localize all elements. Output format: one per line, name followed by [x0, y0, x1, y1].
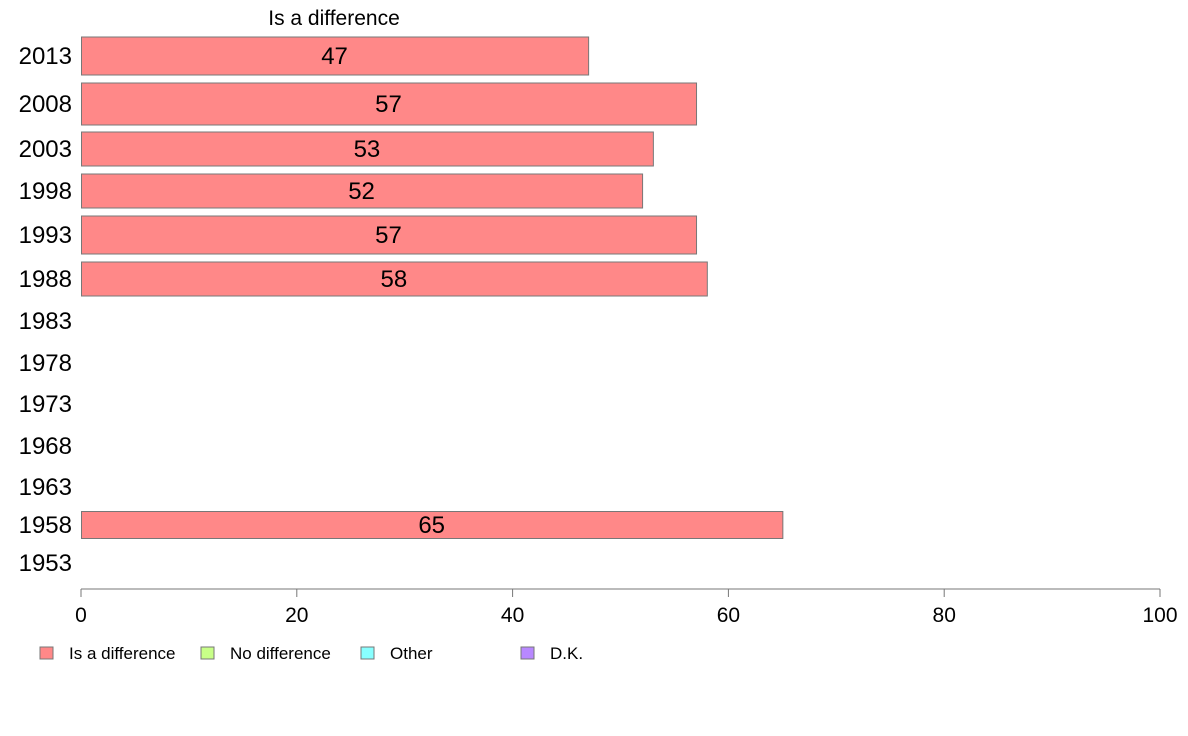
bar-2003	[81, 131, 654, 167]
legend-swatch	[360, 646, 375, 660]
bar-value-label-1993: 57	[375, 222, 402, 249]
bar-1993	[81, 215, 698, 255]
category-label-2013: 2013	[19, 43, 72, 70]
bar-value-label-2013: 47	[321, 43, 348, 70]
legend-item-1: No difference	[200, 644, 331, 663]
category-label-1983: 1983	[19, 308, 72, 335]
category-label-1993: 1993	[19, 222, 72, 249]
bar-1988	[81, 261, 708, 297]
legend-item-3: D.K.	[520, 644, 583, 663]
category-label-1988: 1988	[19, 266, 72, 293]
category-label-1963: 1963	[19, 474, 72, 501]
x-tick-label-100: 100	[1142, 604, 1177, 627]
category-label-2008: 2008	[19, 91, 72, 118]
x-axis: 0 20 40 60 80 100	[75, 588, 1178, 627]
legend-label: D.K.	[550, 644, 583, 663]
category-label-1958: 1958	[19, 512, 72, 539]
category-label-1978: 1978	[19, 350, 72, 377]
legend-item-2: Other	[360, 644, 433, 663]
x-tick-label-60: 60	[717, 604, 740, 627]
legend: Is a difference No difference Other D.K.	[39, 644, 583, 663]
panel-title: Is a difference	[268, 7, 400, 30]
bar-value-label-1998: 52	[348, 178, 375, 205]
legend-label: Is a difference	[69, 644, 175, 663]
category-label-1953: 1953	[19, 550, 72, 577]
x-tick-label-20: 20	[285, 604, 308, 627]
category-labels: 2013 2008 2003 1998 1993 1988 1983 1978 1973 1968…	[19, 43, 72, 577]
bar-2013	[81, 36, 590, 76]
category-label-1998: 1998	[19, 178, 72, 205]
x-tick-label-80: 80	[933, 604, 956, 627]
legend-label: Other	[390, 644, 433, 663]
bar-value-label-1988: 58	[381, 266, 408, 293]
bar-2008	[81, 82, 698, 126]
x-tick-label-0: 0	[75, 604, 87, 627]
x-tick-label-40: 40	[501, 604, 524, 627]
bar-value-label-2008: 57	[375, 91, 402, 118]
legend-item-0: Is a difference	[39, 644, 175, 663]
category-label-1968: 1968	[19, 433, 72, 460]
legend-label: No difference	[230, 644, 331, 663]
legend-swatch	[200, 646, 215, 660]
legend-swatch	[520, 646, 535, 660]
category-label-1973: 1973	[19, 391, 72, 418]
bar-value-label-2003: 53	[354, 136, 381, 163]
legend-swatch	[39, 646, 54, 660]
category-label-2003: 2003	[19, 136, 72, 163]
bar-value-label-1958: 65	[418, 512, 445, 539]
bar-1998	[81, 173, 644, 209]
bar-1958	[81, 511, 784, 539]
